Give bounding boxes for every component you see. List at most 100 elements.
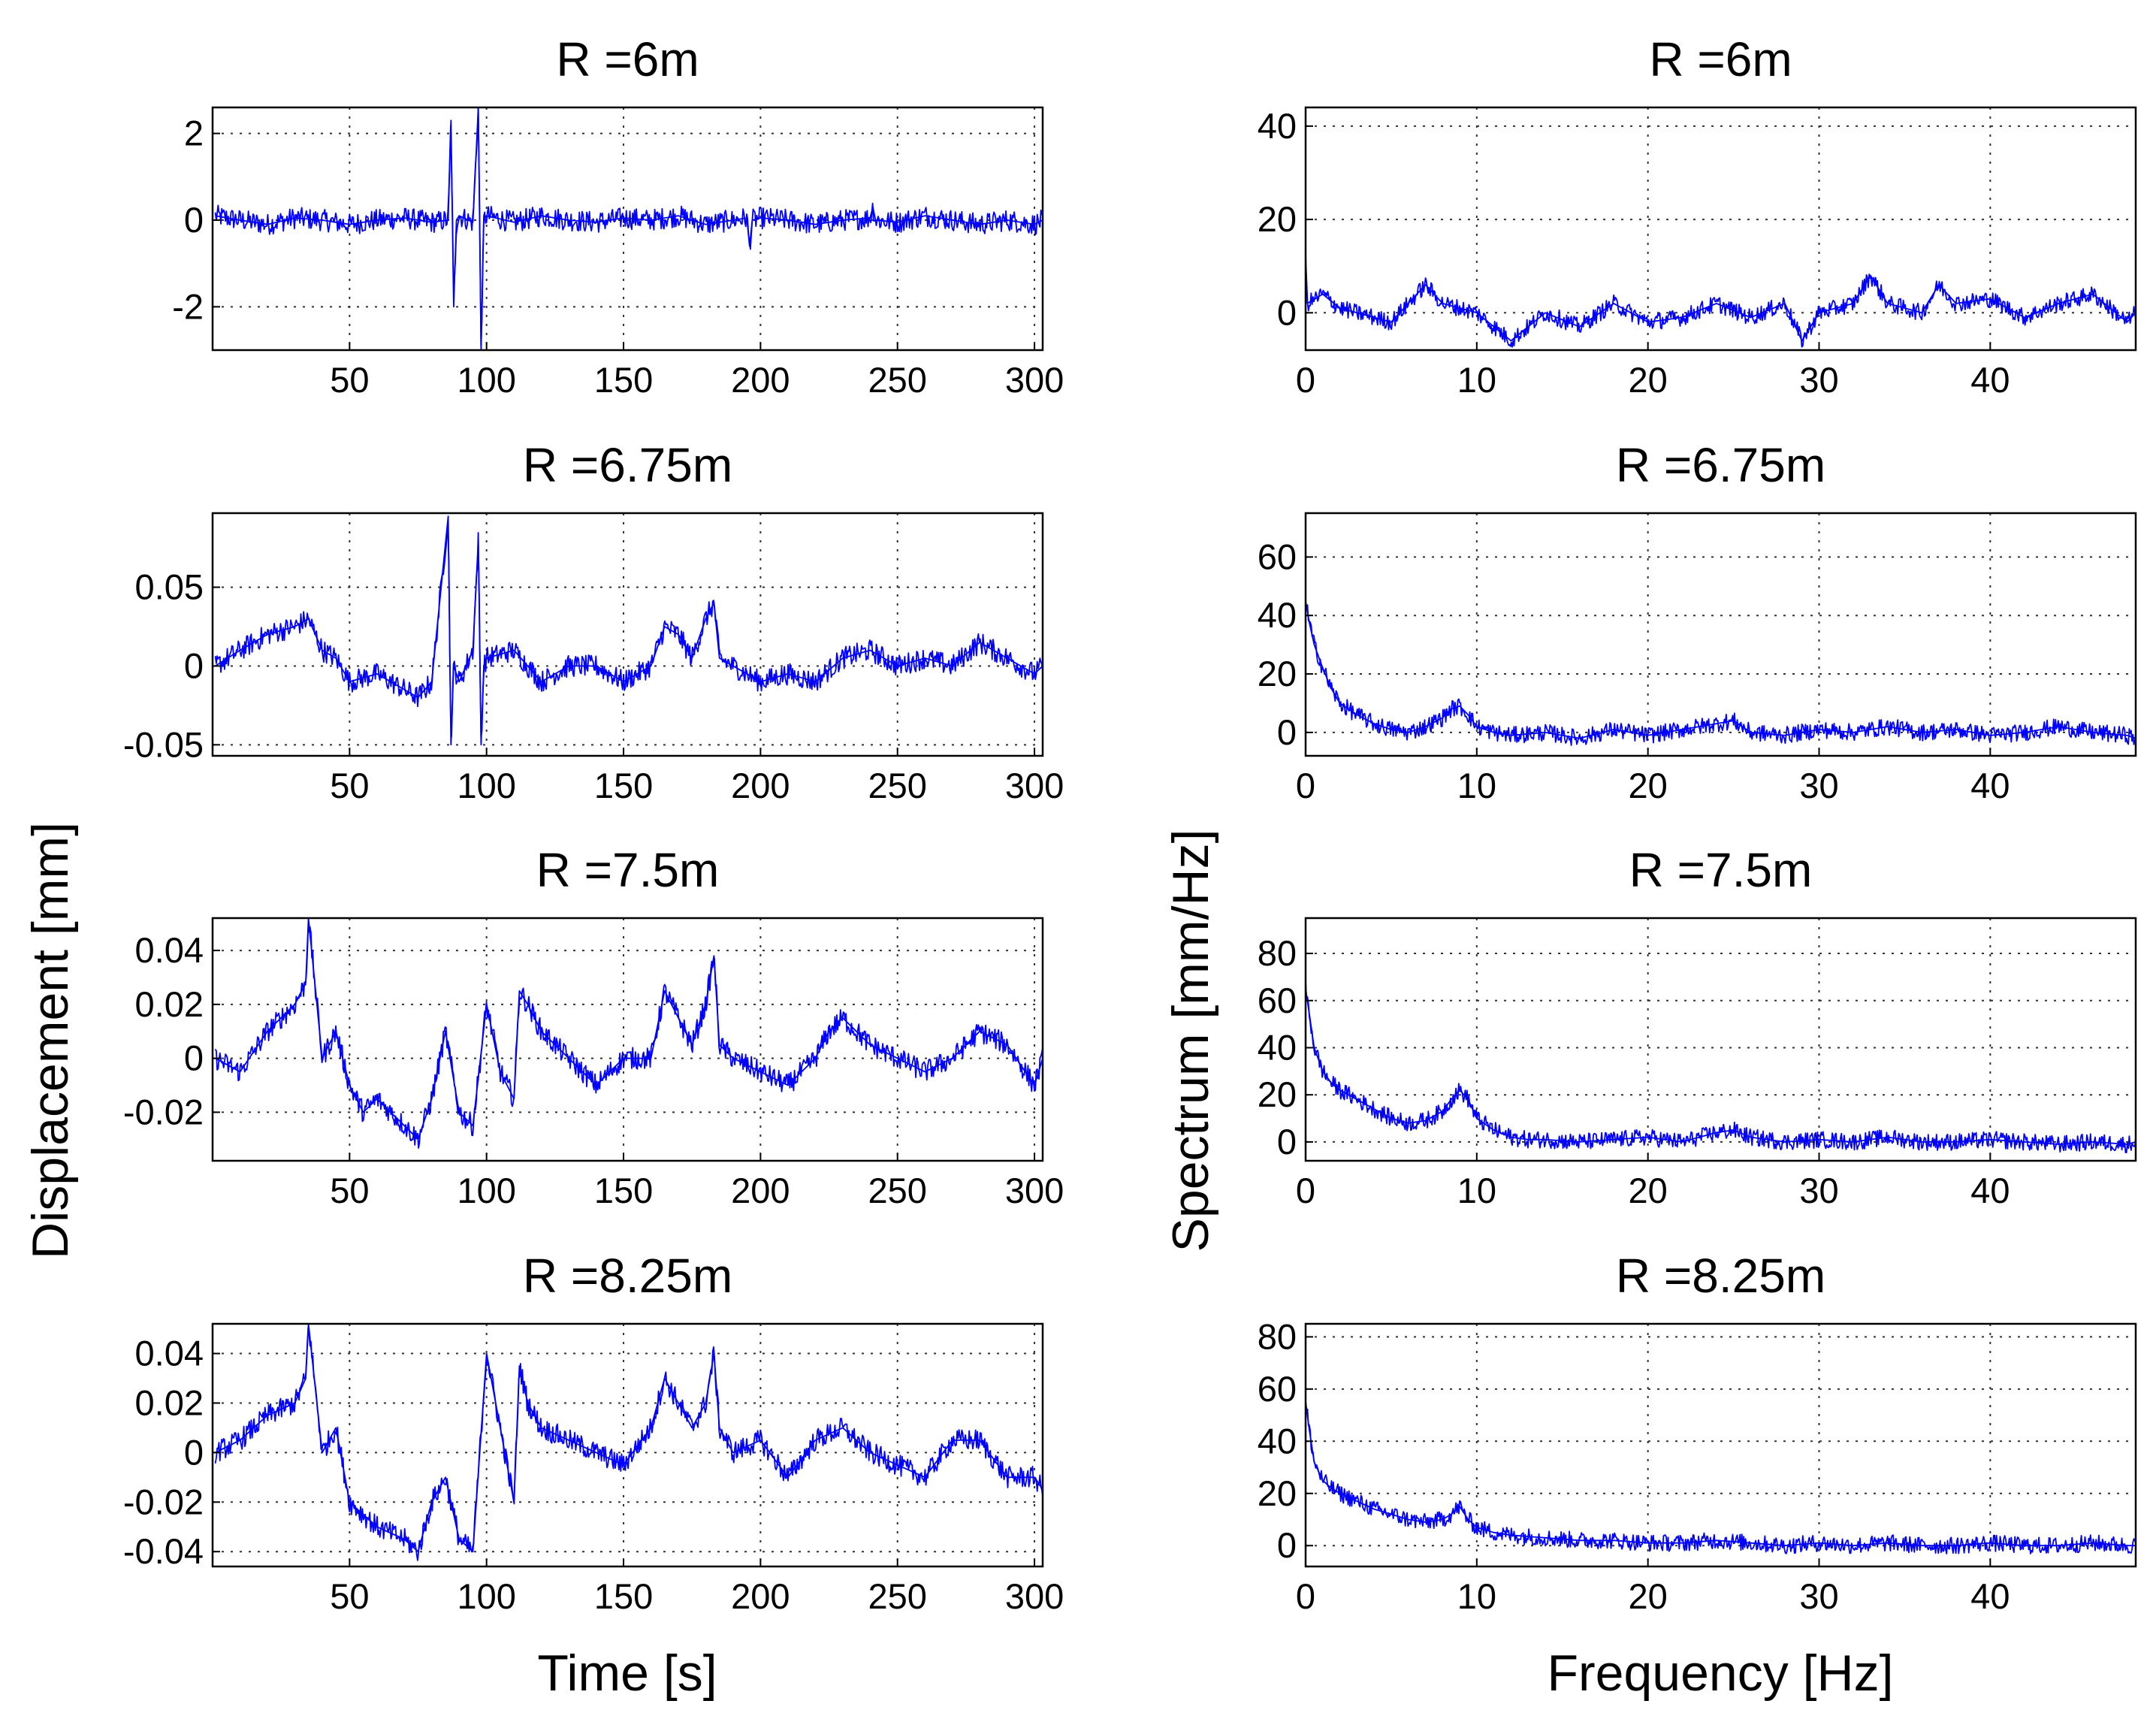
axes-frame [1304,1322,2137,1568]
x-tick-label: 250 [868,360,927,400]
x-axis-label-frequency: Frequency [Hz] [1547,1645,1893,1702]
y-tick-label: 20 [1258,1473,1297,1513]
panel-t4: 50 100 150 200 250 300 0.04 0.02 0 -0.02 -0.04 R =8… [123,1249,1064,1616]
y-tick-label: 80 [1258,933,1297,973]
panel-title: R =7.5m [1629,843,1813,897]
x-tick-label: 10 [1457,766,1496,805]
x-tick-label: 0 [1296,360,1315,400]
x-tick-label: 10 [1457,1576,1496,1616]
x-tick-label: 200 [731,1171,790,1210]
y-tick-label: 20 [1258,1074,1297,1114]
data-series-noise [214,1327,1043,1561]
panel-title: R =6m [556,32,699,86]
x-tick-label: 300 [1005,360,1064,400]
panel-t1: 50 100 150 200 250 300 2 0 -2 R =6m [172,32,1064,400]
data-series-line [1306,988,2136,1145]
x-tick-label: 300 [1005,1171,1064,1210]
y-tick-label: 20 [1258,199,1297,239]
panel-f3: 0 10 20 30 40 80 60 40 20 0 R =7.5m [1258,843,2137,1210]
x-tick-label: 30 [1799,360,1838,400]
x-tick-label: 200 [731,766,790,805]
x-tick-label: 20 [1629,766,1668,805]
data-series-line [1306,1402,2136,1547]
y-tick-label: 0 [1277,1525,1297,1565]
axes-frame [211,106,1044,352]
x-tick-label: 50 [330,766,369,805]
panel-title: R =8.25m [523,1249,732,1303]
y-tick-label: 0.04 [135,930,204,970]
data-series-noise [1306,980,2136,1153]
y-tick-label: 60 [1258,980,1297,1020]
y-tick-label: -0.04 [123,1531,204,1571]
x-tick-label: 50 [330,360,369,400]
data-series-noise [1306,254,2136,348]
x-tick-label: 40 [1970,1576,2010,1616]
x-tick-label: 100 [457,766,515,805]
x-tick-label: 250 [868,1171,927,1210]
y-tick-label: 0 [1277,292,1297,332]
y-tick-label: 0 [1277,1122,1297,1162]
x-tick-label: 50 [330,1171,369,1210]
y-tick-label: 0.05 [135,567,204,607]
x-tick-label: 30 [1799,766,1838,805]
x-tick-label: 30 [1799,1576,1838,1616]
x-tick-label: 50 [330,1576,369,1616]
data-series-line [1306,261,2136,342]
x-tick-label: 150 [594,1576,653,1616]
y-tick-label: -0.02 [123,1482,204,1521]
x-tick-label: 20 [1629,360,1668,400]
panel-f4: 0 10 20 30 40 80 60 40 20 0 R =8.25m [1258,1249,2137,1616]
y-tick-label: 20 [1258,654,1297,693]
x-tick-label: 150 [594,1171,653,1210]
y-tick-label: -0.02 [123,1092,204,1131]
data-series-line [215,515,1043,746]
x-tick-label: 150 [594,766,653,805]
x-tick-label: 40 [1970,1171,2010,1210]
data-series-noise [1306,1401,2136,1554]
y-tick-label: 40 [1258,1421,1297,1461]
y-tick-label: 0 [1277,712,1297,752]
x-tick-label: 250 [868,766,927,805]
axes-frame [1304,512,2137,757]
x-tick-label: 200 [731,360,790,400]
y-tick-label: 0.02 [135,984,204,1024]
panel-t2: 50 100 150 200 250 300 0.05 0 -0.05 R =6.75m [123,438,1064,805]
data-series-line [215,107,1043,350]
panel-title: R =8.25m [1616,1249,1825,1303]
x-tick-label: 20 [1629,1171,1668,1210]
y-tick-label: -2 [172,286,204,326]
y-axis-label-displacement: Displacement [mm] [22,822,79,1259]
x-tick-label: 250 [868,1576,927,1616]
data-series-line [1306,600,2136,739]
axes-frame [1304,917,2137,1162]
x-tick-label: 40 [1970,766,2010,805]
data-series-line [215,918,1043,1140]
y-tick-label: 60 [1258,1369,1297,1409]
data-series-noise [214,926,1043,1149]
panel-title: R =6m [1649,32,1792,86]
panel-title: R =6.75m [523,438,732,492]
y-tick-label: 40 [1258,1027,1297,1067]
data-series-noise [214,107,1043,347]
axes-frame [1304,106,2137,352]
x-tick-label: 30 [1799,1171,1838,1210]
x-axis-label-time: Time [s] [537,1645,717,1702]
x-tick-label: 0 [1296,766,1315,805]
y-tick-label: 0 [184,1038,204,1078]
x-tick-label: 100 [457,360,515,400]
x-tick-label: 10 [1457,1171,1496,1210]
x-tick-label: 0 [1296,1576,1315,1616]
y-tick-label: 0 [184,1432,204,1472]
y-tick-label: 60 [1258,536,1297,576]
y-tick-label: 40 [1258,106,1297,146]
x-tick-label: 100 [457,1576,515,1616]
x-tick-label: 300 [1005,1576,1064,1616]
x-tick-label: 0 [1296,1171,1315,1210]
y-tick-label: -0.05 [123,724,204,764]
y-tick-label: 0 [184,200,204,240]
data-series-line [215,1324,1043,1553]
y-tick-label: 0.04 [135,1334,204,1373]
y-tick-label: 0.02 [135,1382,204,1422]
y-tick-label: 0 [184,645,204,685]
axes-frame [211,917,1044,1162]
